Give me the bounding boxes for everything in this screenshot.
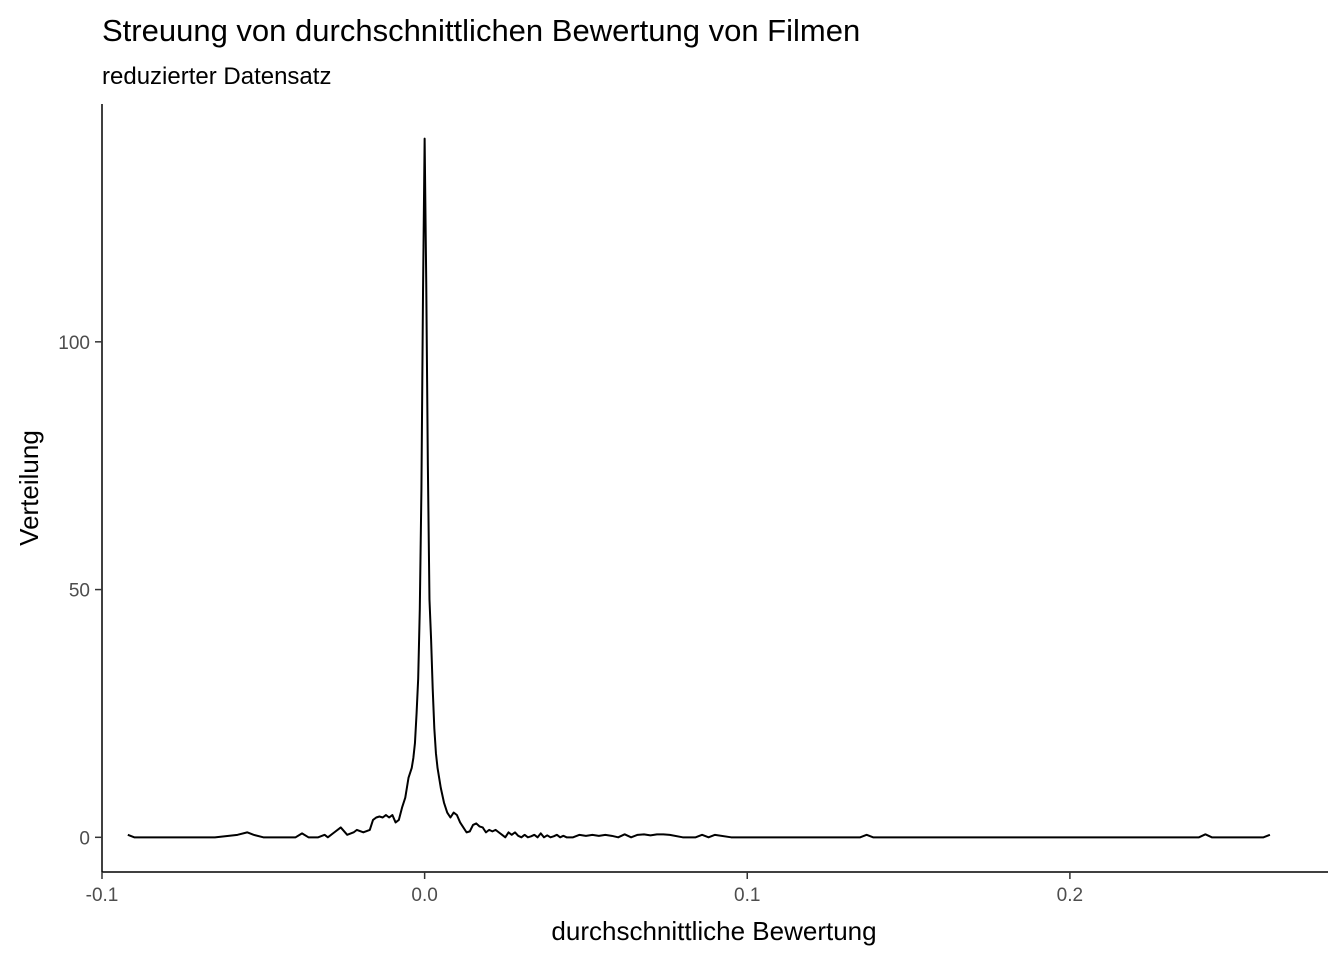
chart-subtitle: reduzierter Datensatz <box>102 63 331 90</box>
y-tick-label: 50 <box>69 581 90 602</box>
density-line <box>127 137 1271 839</box>
x-tick-label: 0.2 <box>1057 885 1083 906</box>
x-tick-label: -0.1 <box>86 885 119 906</box>
x-axis-title: durchschnittliche Bewertung <box>551 916 876 946</box>
plot-area: -0.1 0.0 0.1 0.2 0 50 100 <box>58 104 1328 906</box>
y-tick-label: 100 <box>58 333 90 354</box>
x-tick-label: 0.1 <box>734 885 760 906</box>
x-tick-label: 0.0 <box>411 885 437 906</box>
y-tick-label: 0 <box>79 828 90 849</box>
y-axis-title: Verteilung <box>14 430 44 546</box>
series-layer <box>127 137 1271 839</box>
y-axis-ticks: 0 50 100 <box>58 333 102 849</box>
chart-title: Streuung von durchschnittlichen Bewertun… <box>102 13 860 48</box>
x-axis-ticks: -0.1 0.0 0.1 0.2 <box>86 872 1083 906</box>
